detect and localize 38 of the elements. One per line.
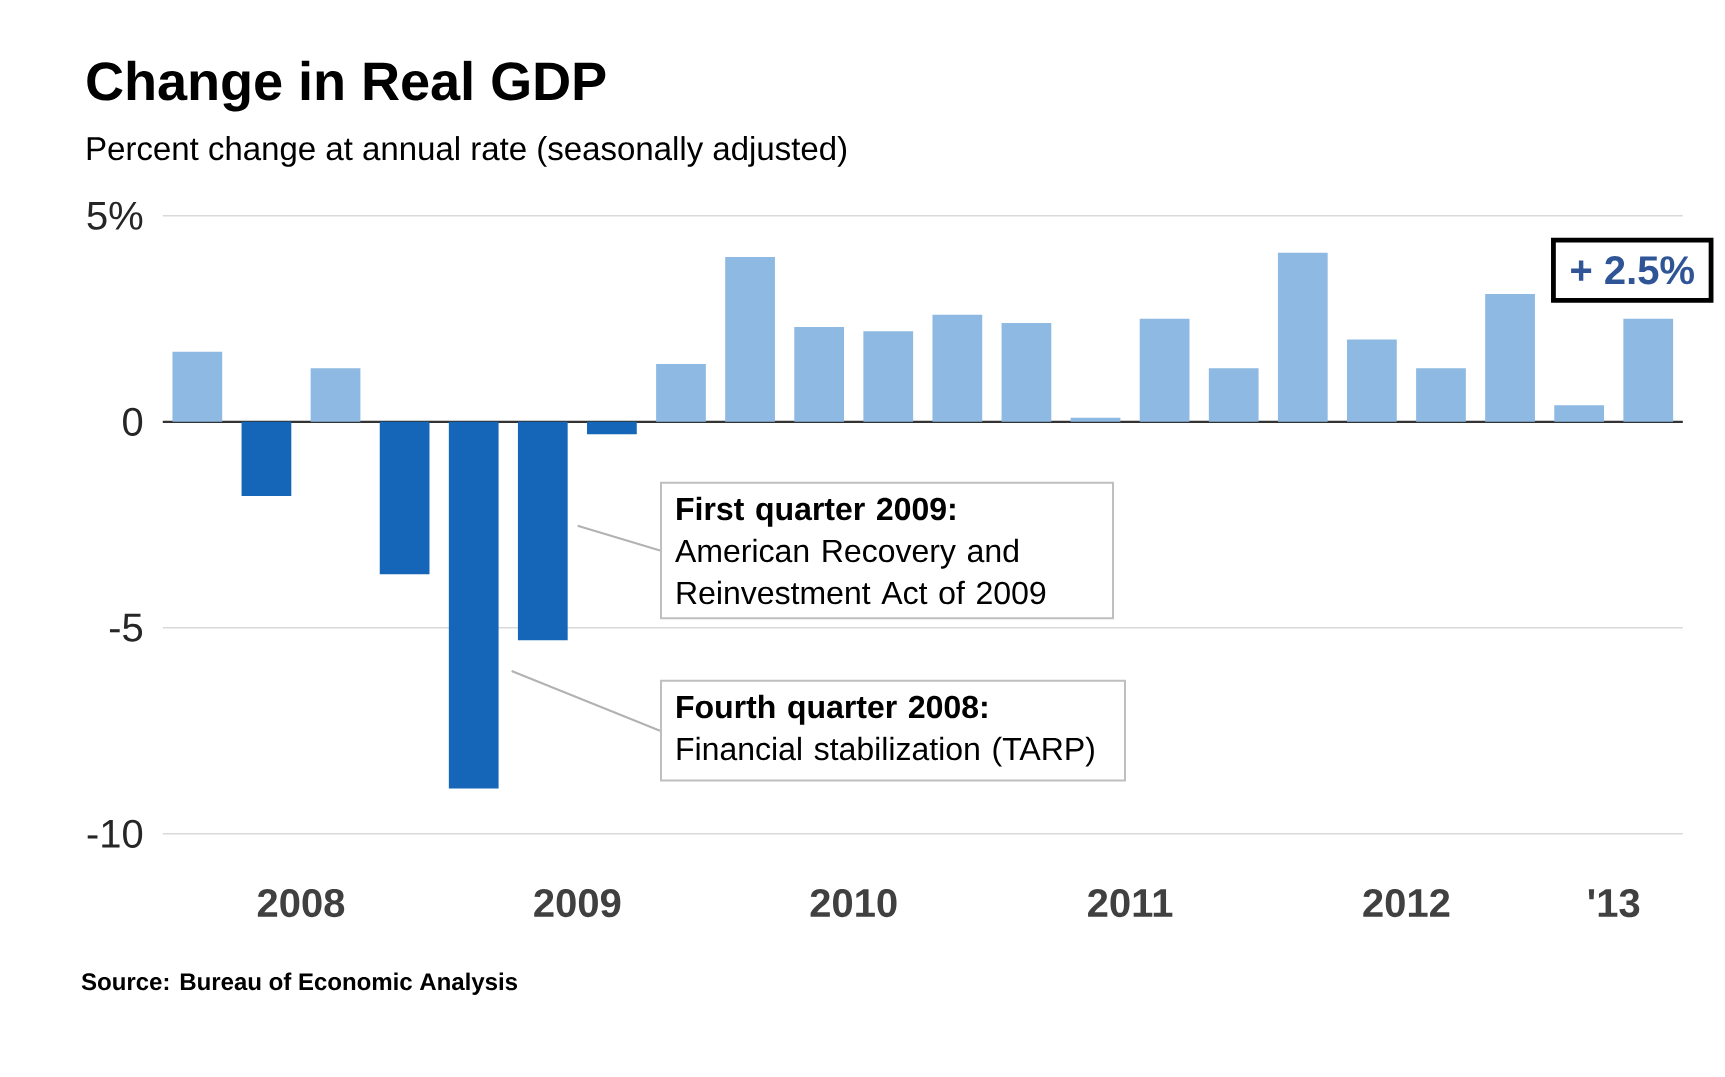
x-tick-label: '13	[1588, 888, 1640, 918]
bar	[379, 421, 430, 575]
x-tick-label: 2010	[810, 888, 897, 918]
chart-title: Change in Real GDP	[87, 60, 606, 112]
y-tick-label: 0	[123, 407, 143, 436]
bar	[932, 314, 983, 422]
bar	[863, 331, 914, 422]
y-tick-label: -10	[87, 819, 143, 848]
bar	[517, 421, 568, 641]
bar	[725, 256, 775, 422]
bar	[310, 368, 361, 422]
bar	[1277, 252, 1328, 422]
bar	[1485, 294, 1535, 422]
bar	[656, 364, 706, 422]
bar	[1001, 322, 1052, 422]
bar	[1623, 318, 1674, 422]
annotation: Fourth quarter 2008: Financial stabilization (TARP)	[677, 694, 1094, 767]
chart-subtitle: Percent change at annual rate (seasonally adjusted)	[87, 136, 847, 167]
x-tick-label: 2009	[534, 888, 621, 918]
bar	[172, 351, 223, 422]
x-tick-label: 2008	[257, 888, 345, 918]
bar	[1070, 417, 1121, 422]
bar	[241, 421, 292, 496]
annotation: First quarter 2009: American Recovery and Reinvestment Act of 2009	[675, 496, 1046, 605]
x-tick-label: 2011	[1088, 888, 1173, 918]
bar	[448, 421, 499, 789]
x-tick-label: 2012	[1363, 888, 1450, 918]
bar	[794, 327, 845, 422]
annotation: + 2.5%	[1571, 256, 1694, 285]
bar	[587, 421, 637, 435]
bar	[1416, 368, 1466, 422]
y-tick-label: 5%	[87, 201, 143, 230]
bar	[1208, 368, 1259, 422]
bar	[1347, 339, 1397, 422]
y-tick-label: -5	[109, 613, 143, 642]
source-note: Source: Bureau of Economic Analysis	[81, 972, 518, 995]
bar	[1139, 318, 1190, 422]
bar	[1554, 405, 1605, 422]
